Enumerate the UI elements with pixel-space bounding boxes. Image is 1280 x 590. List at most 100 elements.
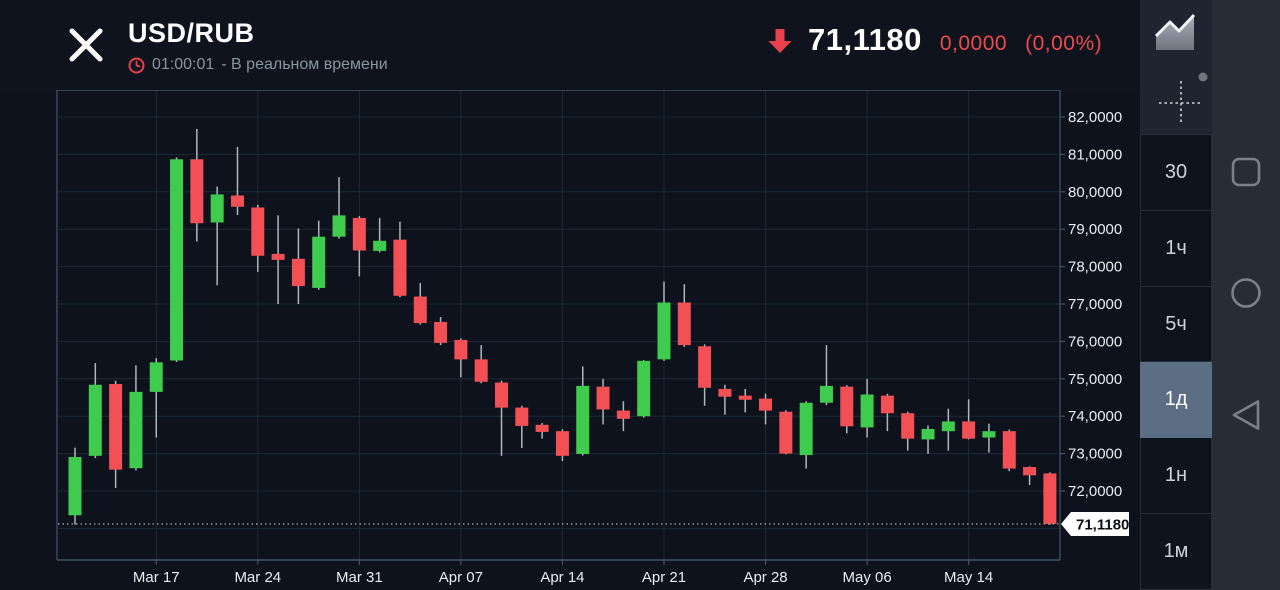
candle-body-up <box>819 385 833 403</box>
candle-body-down <box>434 321 448 343</box>
candle-body-down <box>1043 473 1057 524</box>
back-triangle-icon <box>1232 400 1260 430</box>
candle-body-down <box>962 421 976 439</box>
candle-body-up <box>576 385 590 454</box>
candle-body-down <box>393 239 407 296</box>
realtime-label: - В реальном времени <box>221 56 388 73</box>
candle-body-down <box>1002 431 1016 469</box>
timeframe-button-1d[interactable]: 1д <box>1140 362 1212 439</box>
price-down-arrow-icon <box>766 27 794 60</box>
y-axis-label: 78,0000 <box>1068 259 1122 276</box>
indicator-dot-icon <box>1198 72 1208 82</box>
x-axis-label: May 06 <box>842 569 891 586</box>
back-button[interactable] <box>1212 387 1280 443</box>
x-axis-label: Apr 28 <box>743 569 787 586</box>
y-axis-label: 72,0000 <box>1068 483 1122 500</box>
x-axis-label: Mar 31 <box>336 569 383 586</box>
recents-square-icon <box>1231 157 1261 187</box>
y-axis-label: 73,0000 <box>1068 446 1122 463</box>
candle-body-down <box>190 159 204 224</box>
crosshair-icon <box>1159 72 1208 125</box>
quote-time: 01:00:01 <box>152 56 215 73</box>
price-block: 71,1180 0,0000 (0,00%) <box>766 22 1126 62</box>
candle-body-down <box>677 302 691 346</box>
candle-body-down <box>698 346 712 388</box>
candle-body-up <box>210 194 224 223</box>
candle-body-down <box>413 296 427 324</box>
candle-body-down <box>109 384 123 470</box>
android-navbar <box>1212 0 1280 590</box>
current-price-tag-label: 71,1180 <box>1076 516 1129 533</box>
candle-body-up <box>312 236 326 288</box>
candle-body-down <box>616 410 630 419</box>
candlestick-chart[interactable]: 82,0000 81,0000 80,0000 79,0000 78,0000 77,00… <box>0 0 1140 590</box>
candle-body-down <box>779 411 793 454</box>
area-chart-icon <box>1154 13 1196 50</box>
candle-body-down <box>291 258 305 287</box>
timeframe-button-1w[interactable]: 1н <box>1140 438 1212 515</box>
candle-body-down <box>271 253 285 260</box>
header: USD/RUB 01:00:01 - В реальном времени 71… <box>0 0 1140 90</box>
timeframe-button-5h[interactable]: 5ч <box>1140 286 1212 363</box>
close-icon <box>69 28 103 62</box>
x-axis-label: Mar 17 <box>133 569 180 586</box>
candle-body-up <box>332 215 346 237</box>
candle-body-down <box>901 413 915 439</box>
y-axis-label: 79,0000 <box>1068 221 1122 238</box>
home-circle-icon <box>1231 278 1261 308</box>
quote-subtitle: 01:00:01 - В реальном времени <box>128 55 388 75</box>
candle-body-down <box>880 395 894 414</box>
timeframe-button-1h[interactable]: 1ч <box>1140 210 1212 287</box>
x-axis-label: Mar 24 <box>234 569 281 586</box>
x-axis-label: May 14 <box>944 569 993 586</box>
candle-body-up <box>637 360 651 417</box>
candle-body-down <box>230 195 244 207</box>
x-axis-label: Apr 07 <box>439 569 483 586</box>
y-axis-label: 75,0000 <box>1068 371 1122 388</box>
candle-body-up <box>799 402 813 456</box>
y-axis-label: 77,0000 <box>1068 296 1122 313</box>
recents-button[interactable] <box>1212 144 1280 200</box>
candle-body-down <box>535 424 549 432</box>
last-price: 71,1180 <box>808 22 922 57</box>
candle-body-down <box>840 386 854 427</box>
toolbar-panel: 30 1ч 5ч 1д 1н 1м <box>1140 0 1212 590</box>
x-axis-label: Apr 21 <box>642 569 686 586</box>
candle-body-up <box>860 394 874 428</box>
close-button[interactable] <box>62 21 110 69</box>
current-price-tag <box>1061 511 1129 536</box>
y-axis-label: 80,0000 <box>1068 184 1122 201</box>
timeframe-button-1mo[interactable]: 1м <box>1140 514 1212 590</box>
home-button[interactable] <box>1212 265 1280 321</box>
candle-body-down <box>555 431 569 456</box>
candle-body-up <box>88 384 102 456</box>
candle-body-down <box>738 395 752 400</box>
y-axis-label: 74,0000 <box>1068 408 1122 425</box>
y-axis-label: 82,0000 <box>1068 109 1122 126</box>
candle-body-up <box>149 362 163 392</box>
candle-body-up <box>373 240 387 251</box>
candle-body-up <box>68 456 82 516</box>
candle-body-up <box>657 302 671 360</box>
y-axis-label: 81,0000 <box>1068 146 1122 163</box>
clock-icon <box>128 57 145 73</box>
candle-body-down <box>251 207 265 256</box>
candle-body-up <box>129 391 143 469</box>
pair-title: USD/RUB <box>128 18 255 48</box>
timeframe-button-30[interactable]: 30 <box>1140 134 1212 211</box>
price-change: 0,0000 <box>939 32 1008 55</box>
chart-tools-area <box>1140 0 1212 134</box>
candle-body-down <box>759 398 773 411</box>
candle-body-up <box>170 159 184 361</box>
candle-body-up <box>941 421 955 432</box>
candle-body-down <box>495 382 509 408</box>
candle-body-down <box>718 388 732 397</box>
candle-body-down <box>596 386 610 410</box>
candle-body-up <box>982 431 996 438</box>
candle-body-up <box>921 428 935 440</box>
y-axis-label: 76,0000 <box>1068 333 1122 350</box>
candle-body-down <box>454 339 468 360</box>
chart-type-button[interactable] <box>1149 12 1203 56</box>
crosshair-button[interactable] <box>1146 66 1208 128</box>
